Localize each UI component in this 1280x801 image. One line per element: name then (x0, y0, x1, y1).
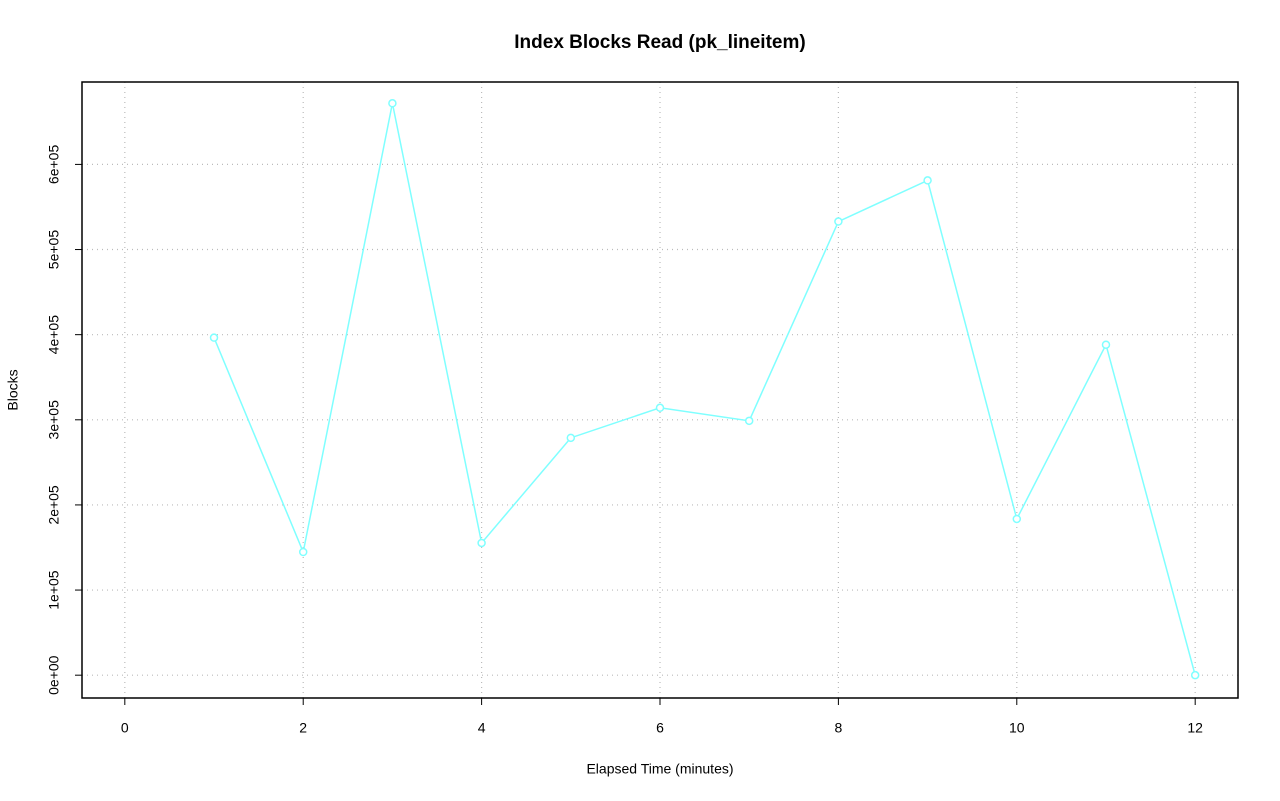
data-point (477, 538, 486, 548)
data-point (388, 99, 397, 108)
chart-title: Index Blocks Read (pk_lineitem) (514, 32, 805, 53)
y-tick-label: 1e+05 (46, 570, 62, 610)
data-point (1190, 670, 1200, 680)
x-tick-label: 6 (656, 720, 664, 736)
data-point (655, 403, 665, 413)
x-axis-label: Elapsed Time (minutes) (586, 761, 733, 777)
y-tick-label: 3e+05 (46, 400, 62, 440)
y-axis-label: Blocks (5, 369, 21, 410)
data-point (744, 416, 754, 426)
data-point (1101, 340, 1111, 349)
x-tick-label: 8 (834, 720, 842, 736)
y-tick-label: 0e+00 (46, 655, 62, 695)
y-tick-label: 4e+05 (46, 315, 62, 355)
x-tick-label: 0 (121, 720, 129, 736)
data-line (213, 103, 1196, 676)
data-point (298, 547, 308, 557)
y-tick-label: 6e+05 (46, 145, 62, 185)
x-tick-label: 12 (1187, 720, 1203, 736)
data-point (209, 333, 219, 342)
data-point (566, 433, 576, 443)
y-tick-label: 5e+05 (46, 230, 62, 270)
y-tick-label: 2e+05 (46, 485, 62, 525)
data-point (1012, 514, 1022, 524)
x-tick-label: 10 (1009, 720, 1025, 736)
data-point (834, 217, 843, 226)
data-point (923, 176, 932, 185)
x-tick-label: 4 (478, 720, 486, 736)
plot-frame (81, 81, 1239, 699)
x-tick-label: 2 (299, 720, 307, 736)
